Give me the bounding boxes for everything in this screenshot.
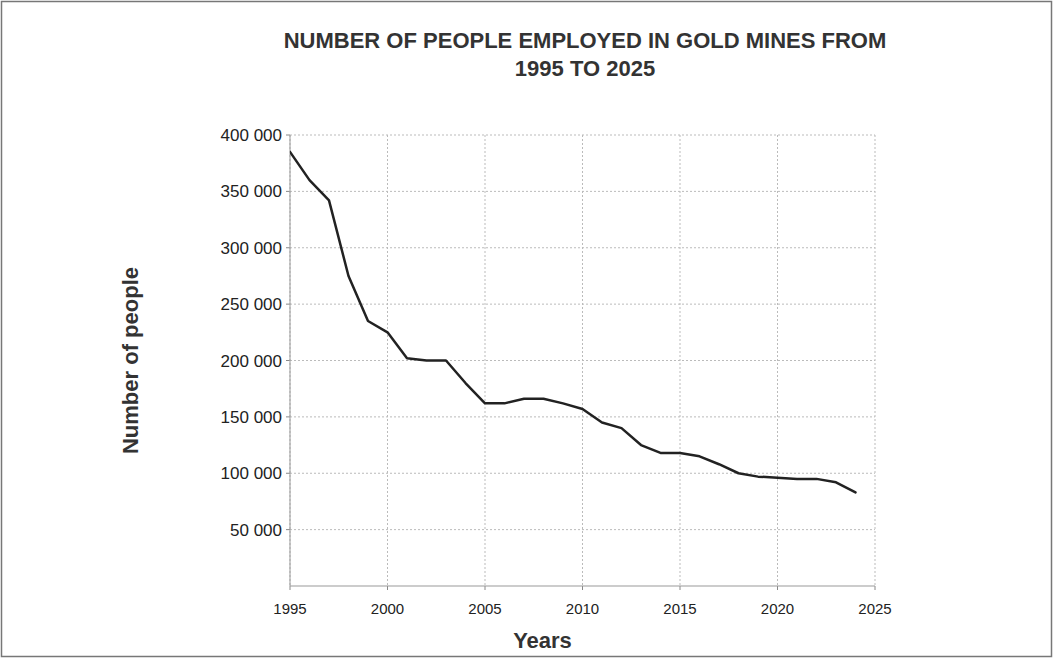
frame	[2, 2, 1052, 657]
y-axis-title: Number of people	[118, 267, 143, 454]
grid-line	[680, 135, 681, 586]
y-tick-label: 250 000	[221, 295, 282, 314]
x-axis	[290, 586, 875, 587]
tick-mark	[286, 304, 290, 305]
tick-mark	[286, 416, 290, 417]
x-tick-label: 2005	[468, 600, 501, 617]
y-tick-label: 100 000	[221, 464, 282, 483]
grid-line	[777, 135, 778, 586]
x-tick-label: 1995	[273, 600, 306, 617]
tick-mark	[286, 247, 290, 248]
tick-mark	[286, 529, 290, 530]
grid-line	[485, 135, 486, 586]
data-line	[290, 152, 856, 493]
grid-line	[290, 529, 875, 530]
tick-mark	[485, 586, 486, 590]
plot-area	[290, 152, 856, 493]
chart: 50 000 100 000 150 000 200 000 250 000 300 00…	[0, 0, 1053, 658]
y-tick-label: 400 000	[221, 126, 282, 145]
x-tick-label: 2015	[663, 600, 696, 617]
tick-mark	[777, 586, 778, 590]
y-tick-label: 200 000	[221, 352, 282, 371]
tick-mark	[286, 473, 290, 474]
title-line: 1995 TO 2025	[515, 56, 655, 81]
tick-mark	[290, 586, 291, 590]
y-tick-label: 150 000	[221, 408, 282, 427]
y-axis	[290, 135, 291, 586]
tick-mark	[286, 360, 290, 361]
x-tick-label: 2025	[858, 600, 891, 617]
y-tick-label: 300 000	[221, 239, 282, 258]
tick-mark	[387, 586, 388, 590]
x-axis-title: Years	[513, 628, 572, 653]
x-tick-label: 2010	[566, 600, 599, 617]
tick-mark	[582, 586, 583, 590]
grid-line	[875, 135, 876, 586]
grid-line	[582, 135, 583, 586]
tick-mark	[286, 135, 290, 136]
title-line: NUMBER OF PEOPLE EMPLOYED IN GOLD MINES …	[284, 28, 887, 53]
y-tick-label: 350 000	[221, 182, 282, 201]
tick-mark	[680, 586, 681, 590]
grid-line	[387, 135, 388, 586]
title: NUMBER OF PEOPLE EMPLOYED IN GOLD MINES …	[284, 28, 887, 81]
y-tick-label: 50 000	[230, 521, 282, 540]
x-tick-label: 2000	[371, 600, 404, 617]
x-tick-label: 2020	[761, 600, 794, 617]
grid-line	[290, 135, 291, 586]
tick-mark	[286, 191, 290, 192]
tick-mark	[875, 586, 876, 590]
